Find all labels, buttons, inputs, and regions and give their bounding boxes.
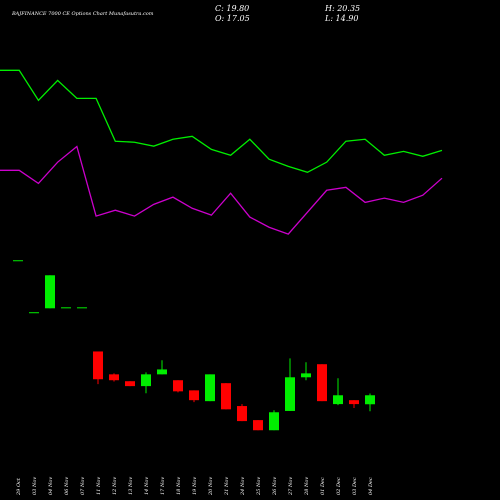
x-tick-label: 02 Dec bbox=[336, 477, 342, 495]
candle-body bbox=[45, 275, 55, 309]
line-series bbox=[0, 145, 443, 235]
candle-body bbox=[61, 307, 71, 309]
info-close: C: 19.80 bbox=[215, 4, 249, 13]
candle-body bbox=[13, 260, 23, 262]
candle-body bbox=[333, 395, 343, 405]
candle-body bbox=[317, 364, 327, 402]
x-tick-label: 28 Nov bbox=[304, 477, 310, 496]
candle-body bbox=[77, 307, 87, 309]
candle-body bbox=[93, 351, 103, 380]
line-series bbox=[0, 69, 443, 173]
x-tick-label: 18 Nov bbox=[176, 477, 182, 495]
info-open: O: 17.05 bbox=[215, 14, 250, 23]
candle-body bbox=[141, 374, 151, 387]
x-tick-label: 13 Nov bbox=[128, 477, 134, 495]
x-tick-label: 24 Nov bbox=[240, 477, 246, 496]
candle-body bbox=[237, 406, 247, 422]
x-tick-label: 14 Nov bbox=[144, 477, 150, 495]
candle-body bbox=[125, 381, 135, 387]
candle-body bbox=[205, 374, 215, 402]
candle-body bbox=[269, 412, 279, 431]
x-tick-label: 29 Oct bbox=[16, 477, 22, 496]
x-tick-label: 03 Dec bbox=[352, 477, 358, 495]
info-high: H: 20.35 bbox=[324, 4, 360, 13]
x-tick-label: 12 Nov bbox=[112, 477, 118, 495]
candle-body bbox=[221, 383, 231, 410]
x-tick-label: 07 Nov bbox=[80, 477, 86, 495]
x-tick-label: 01 Dec bbox=[320, 477, 326, 495]
x-tick-label: 19 Nov bbox=[192, 477, 198, 495]
x-tick-label: 04 Dec bbox=[368, 477, 374, 495]
x-tick-label: 21 Nov bbox=[224, 477, 230, 496]
candle-body bbox=[109, 374, 119, 381]
chart-title: BAJFINANCE 7000 CE Options Chart Munafas… bbox=[11, 11, 154, 17]
x-tick-label: 04 Nov bbox=[48, 477, 54, 495]
candle-body bbox=[301, 373, 311, 378]
x-tick-label: 03 Nov bbox=[32, 477, 38, 495]
candle-body bbox=[189, 390, 199, 401]
x-tick-label: 27 Nov bbox=[288, 477, 294, 496]
candle-body bbox=[253, 420, 263, 431]
x-tick-label: 11 Nov bbox=[96, 477, 102, 495]
info-low: L: 14.90 bbox=[324, 14, 358, 23]
candle-body bbox=[349, 400, 359, 405]
x-tick-label: 06 Nov bbox=[64, 477, 70, 495]
x-tick-label: 20 Nov bbox=[208, 477, 214, 496]
candle-body bbox=[285, 377, 295, 411]
candle-body bbox=[365, 395, 375, 405]
candle-body bbox=[157, 369, 167, 375]
candle-body bbox=[29, 312, 39, 314]
x-tick-label: 26 Nov bbox=[272, 477, 278, 496]
candle-body bbox=[173, 380, 183, 392]
x-tick-label: 17 Nov bbox=[160, 477, 166, 495]
x-tick-label: 25 Nov bbox=[256, 477, 262, 496]
